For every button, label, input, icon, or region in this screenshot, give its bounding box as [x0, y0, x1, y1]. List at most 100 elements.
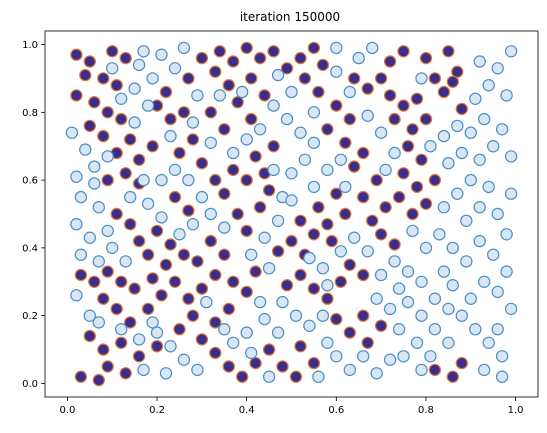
dark-point	[419, 51, 433, 65]
dark-point	[159, 258, 173, 271]
light-point	[186, 217, 200, 231]
dark-point	[110, 207, 123, 221]
light-point	[155, 173, 168, 187]
dark-point	[240, 173, 253, 187]
dark-point	[307, 282, 321, 295]
light-point	[168, 62, 182, 75]
light-point	[258, 312, 271, 326]
dark-point	[428, 173, 442, 187]
light-point	[141, 197, 155, 210]
y-tick-label: 0.6	[22, 176, 38, 187]
light-point	[419, 241, 433, 255]
light-point	[92, 316, 106, 329]
dark-point	[83, 119, 97, 133]
y-tick-label: 0.8	[22, 108, 38, 119]
dark-point	[213, 45, 226, 58]
light-point	[132, 333, 146, 346]
light-point	[370, 367, 383, 380]
dark-point	[330, 99, 343, 112]
light-point	[74, 248, 88, 261]
dark-point	[88, 275, 101, 288]
dark-point	[209, 346, 222, 360]
light-point	[128, 116, 141, 129]
dark-point	[218, 248, 231, 261]
dark-point	[92, 373, 106, 387]
light-point	[500, 228, 513, 241]
x-tick-label: 1.0	[508, 405, 524, 416]
light-point	[316, 309, 330, 322]
light-point	[504, 187, 518, 200]
light-point	[401, 265, 415, 278]
dark-point	[419, 197, 433, 210]
dark-point	[83, 55, 97, 68]
dark-point	[379, 200, 392, 214]
light-point	[446, 279, 459, 292]
light-point	[442, 302, 455, 316]
light-point	[437, 200, 451, 214]
dark-point	[348, 160, 361, 173]
y-axis: 0.0 0.2 0.4 0.6 0.8 1.0	[22, 40, 45, 390]
light-point	[285, 194, 298, 207]
light-point	[276, 295, 289, 309]
light-point	[271, 214, 285, 227]
dark-point	[226, 55, 240, 68]
dark-point	[321, 123, 334, 136]
light-point	[455, 146, 468, 160]
dark-point	[366, 214, 379, 227]
dark-point	[97, 129, 110, 143]
light-point	[164, 340, 177, 353]
dark-point	[348, 72, 361, 85]
light-point	[491, 62, 504, 75]
light-point	[415, 309, 428, 322]
y-tick-label: 0.2	[22, 311, 38, 322]
dark-point	[307, 228, 321, 241]
light-point	[379, 163, 392, 177]
light-point	[495, 123, 509, 136]
dark-point	[361, 336, 374, 349]
dark-point	[343, 326, 356, 339]
light-point	[240, 133, 253, 146]
light-point	[105, 241, 119, 255]
dark-point	[182, 292, 195, 305]
dark-point	[101, 360, 114, 373]
light-point	[79, 143, 92, 156]
dark-point	[110, 302, 123, 316]
dark-point	[339, 207, 352, 221]
light-point	[464, 126, 477, 139]
light-point	[473, 200, 486, 214]
light-point	[177, 353, 191, 366]
dark-point	[316, 58, 330, 72]
dark-point	[231, 207, 244, 221]
light-point	[491, 207, 504, 221]
light-point	[114, 323, 128, 336]
light-point	[352, 51, 365, 65]
light-point	[348, 231, 361, 244]
light-point	[437, 129, 451, 143]
dark-point	[392, 190, 406, 204]
dark-point	[442, 45, 455, 58]
light-point	[74, 190, 88, 204]
light-point	[504, 45, 518, 58]
light-point	[240, 326, 253, 339]
light-point	[410, 336, 424, 349]
dark-point	[397, 99, 410, 112]
light-point	[186, 116, 200, 129]
dark-point	[294, 268, 307, 282]
light-point	[244, 346, 258, 360]
dark-point	[235, 370, 249, 383]
dark-point	[276, 360, 289, 373]
x-tick-label: 0.6	[328, 405, 344, 416]
light-point	[307, 106, 321, 119]
dark-point	[141, 248, 155, 261]
dark-point	[132, 234, 146, 248]
light-point	[101, 224, 114, 238]
light-point	[437, 265, 451, 278]
light-point	[433, 228, 446, 241]
dark-point	[123, 133, 137, 146]
dark-point	[222, 302, 235, 316]
dark-point	[168, 275, 182, 288]
light-point	[442, 336, 455, 349]
light-points-series	[65, 41, 518, 383]
dark-point	[101, 173, 114, 187]
